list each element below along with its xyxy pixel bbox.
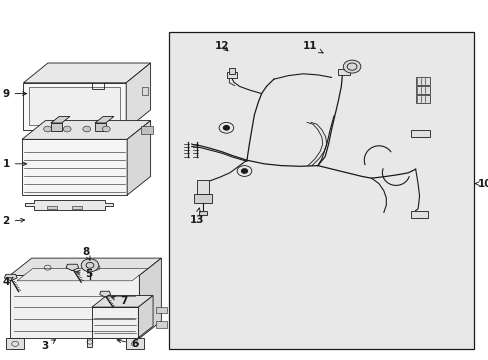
Bar xyxy=(168,32,473,349)
Polygon shape xyxy=(127,121,150,195)
Text: 7: 7 xyxy=(111,296,127,306)
Circle shape xyxy=(223,126,229,130)
Text: 11: 11 xyxy=(303,41,323,53)
Polygon shape xyxy=(87,338,92,347)
Polygon shape xyxy=(227,72,236,78)
Polygon shape xyxy=(95,123,105,131)
Polygon shape xyxy=(139,258,161,338)
Polygon shape xyxy=(4,274,17,281)
Polygon shape xyxy=(138,296,153,338)
Text: 1: 1 xyxy=(2,159,26,169)
Polygon shape xyxy=(10,275,139,338)
Polygon shape xyxy=(141,126,153,134)
Polygon shape xyxy=(156,321,167,328)
Polygon shape xyxy=(415,86,429,94)
Bar xyxy=(47,206,57,209)
Polygon shape xyxy=(410,211,427,218)
Polygon shape xyxy=(25,200,113,210)
Polygon shape xyxy=(29,87,120,125)
Polygon shape xyxy=(10,258,161,275)
Polygon shape xyxy=(199,211,206,215)
Circle shape xyxy=(82,126,90,132)
Polygon shape xyxy=(197,180,208,194)
Text: 4: 4 xyxy=(2,276,13,287)
Polygon shape xyxy=(23,83,126,130)
Polygon shape xyxy=(100,291,110,297)
Polygon shape xyxy=(228,68,235,74)
Polygon shape xyxy=(415,95,429,103)
Bar xyxy=(142,87,147,95)
Polygon shape xyxy=(17,269,147,281)
Polygon shape xyxy=(66,264,79,271)
Polygon shape xyxy=(92,296,153,307)
Circle shape xyxy=(63,126,71,132)
Polygon shape xyxy=(22,139,127,195)
Circle shape xyxy=(43,126,51,132)
Text: 2: 2 xyxy=(2,216,24,226)
Polygon shape xyxy=(95,116,114,123)
Polygon shape xyxy=(410,130,429,137)
Polygon shape xyxy=(51,123,61,131)
Polygon shape xyxy=(338,69,349,75)
Circle shape xyxy=(343,60,360,73)
Text: 9: 9 xyxy=(2,89,26,99)
Polygon shape xyxy=(126,63,150,130)
Polygon shape xyxy=(6,338,24,349)
Polygon shape xyxy=(125,338,144,349)
Circle shape xyxy=(241,169,247,173)
Bar xyxy=(72,206,81,209)
Polygon shape xyxy=(23,63,150,83)
Text: 6: 6 xyxy=(117,339,138,349)
Polygon shape xyxy=(194,194,211,203)
Text: 13: 13 xyxy=(189,208,204,225)
Polygon shape xyxy=(92,307,138,338)
Polygon shape xyxy=(415,77,429,85)
Text: 5: 5 xyxy=(76,269,93,279)
Text: 8: 8 xyxy=(82,247,90,260)
Circle shape xyxy=(81,259,99,272)
Text: 3: 3 xyxy=(41,340,55,351)
Polygon shape xyxy=(51,116,70,123)
Text: 10: 10 xyxy=(474,179,488,189)
Polygon shape xyxy=(156,307,167,313)
Circle shape xyxy=(102,126,110,132)
Polygon shape xyxy=(22,121,150,139)
Text: 12: 12 xyxy=(215,41,229,51)
